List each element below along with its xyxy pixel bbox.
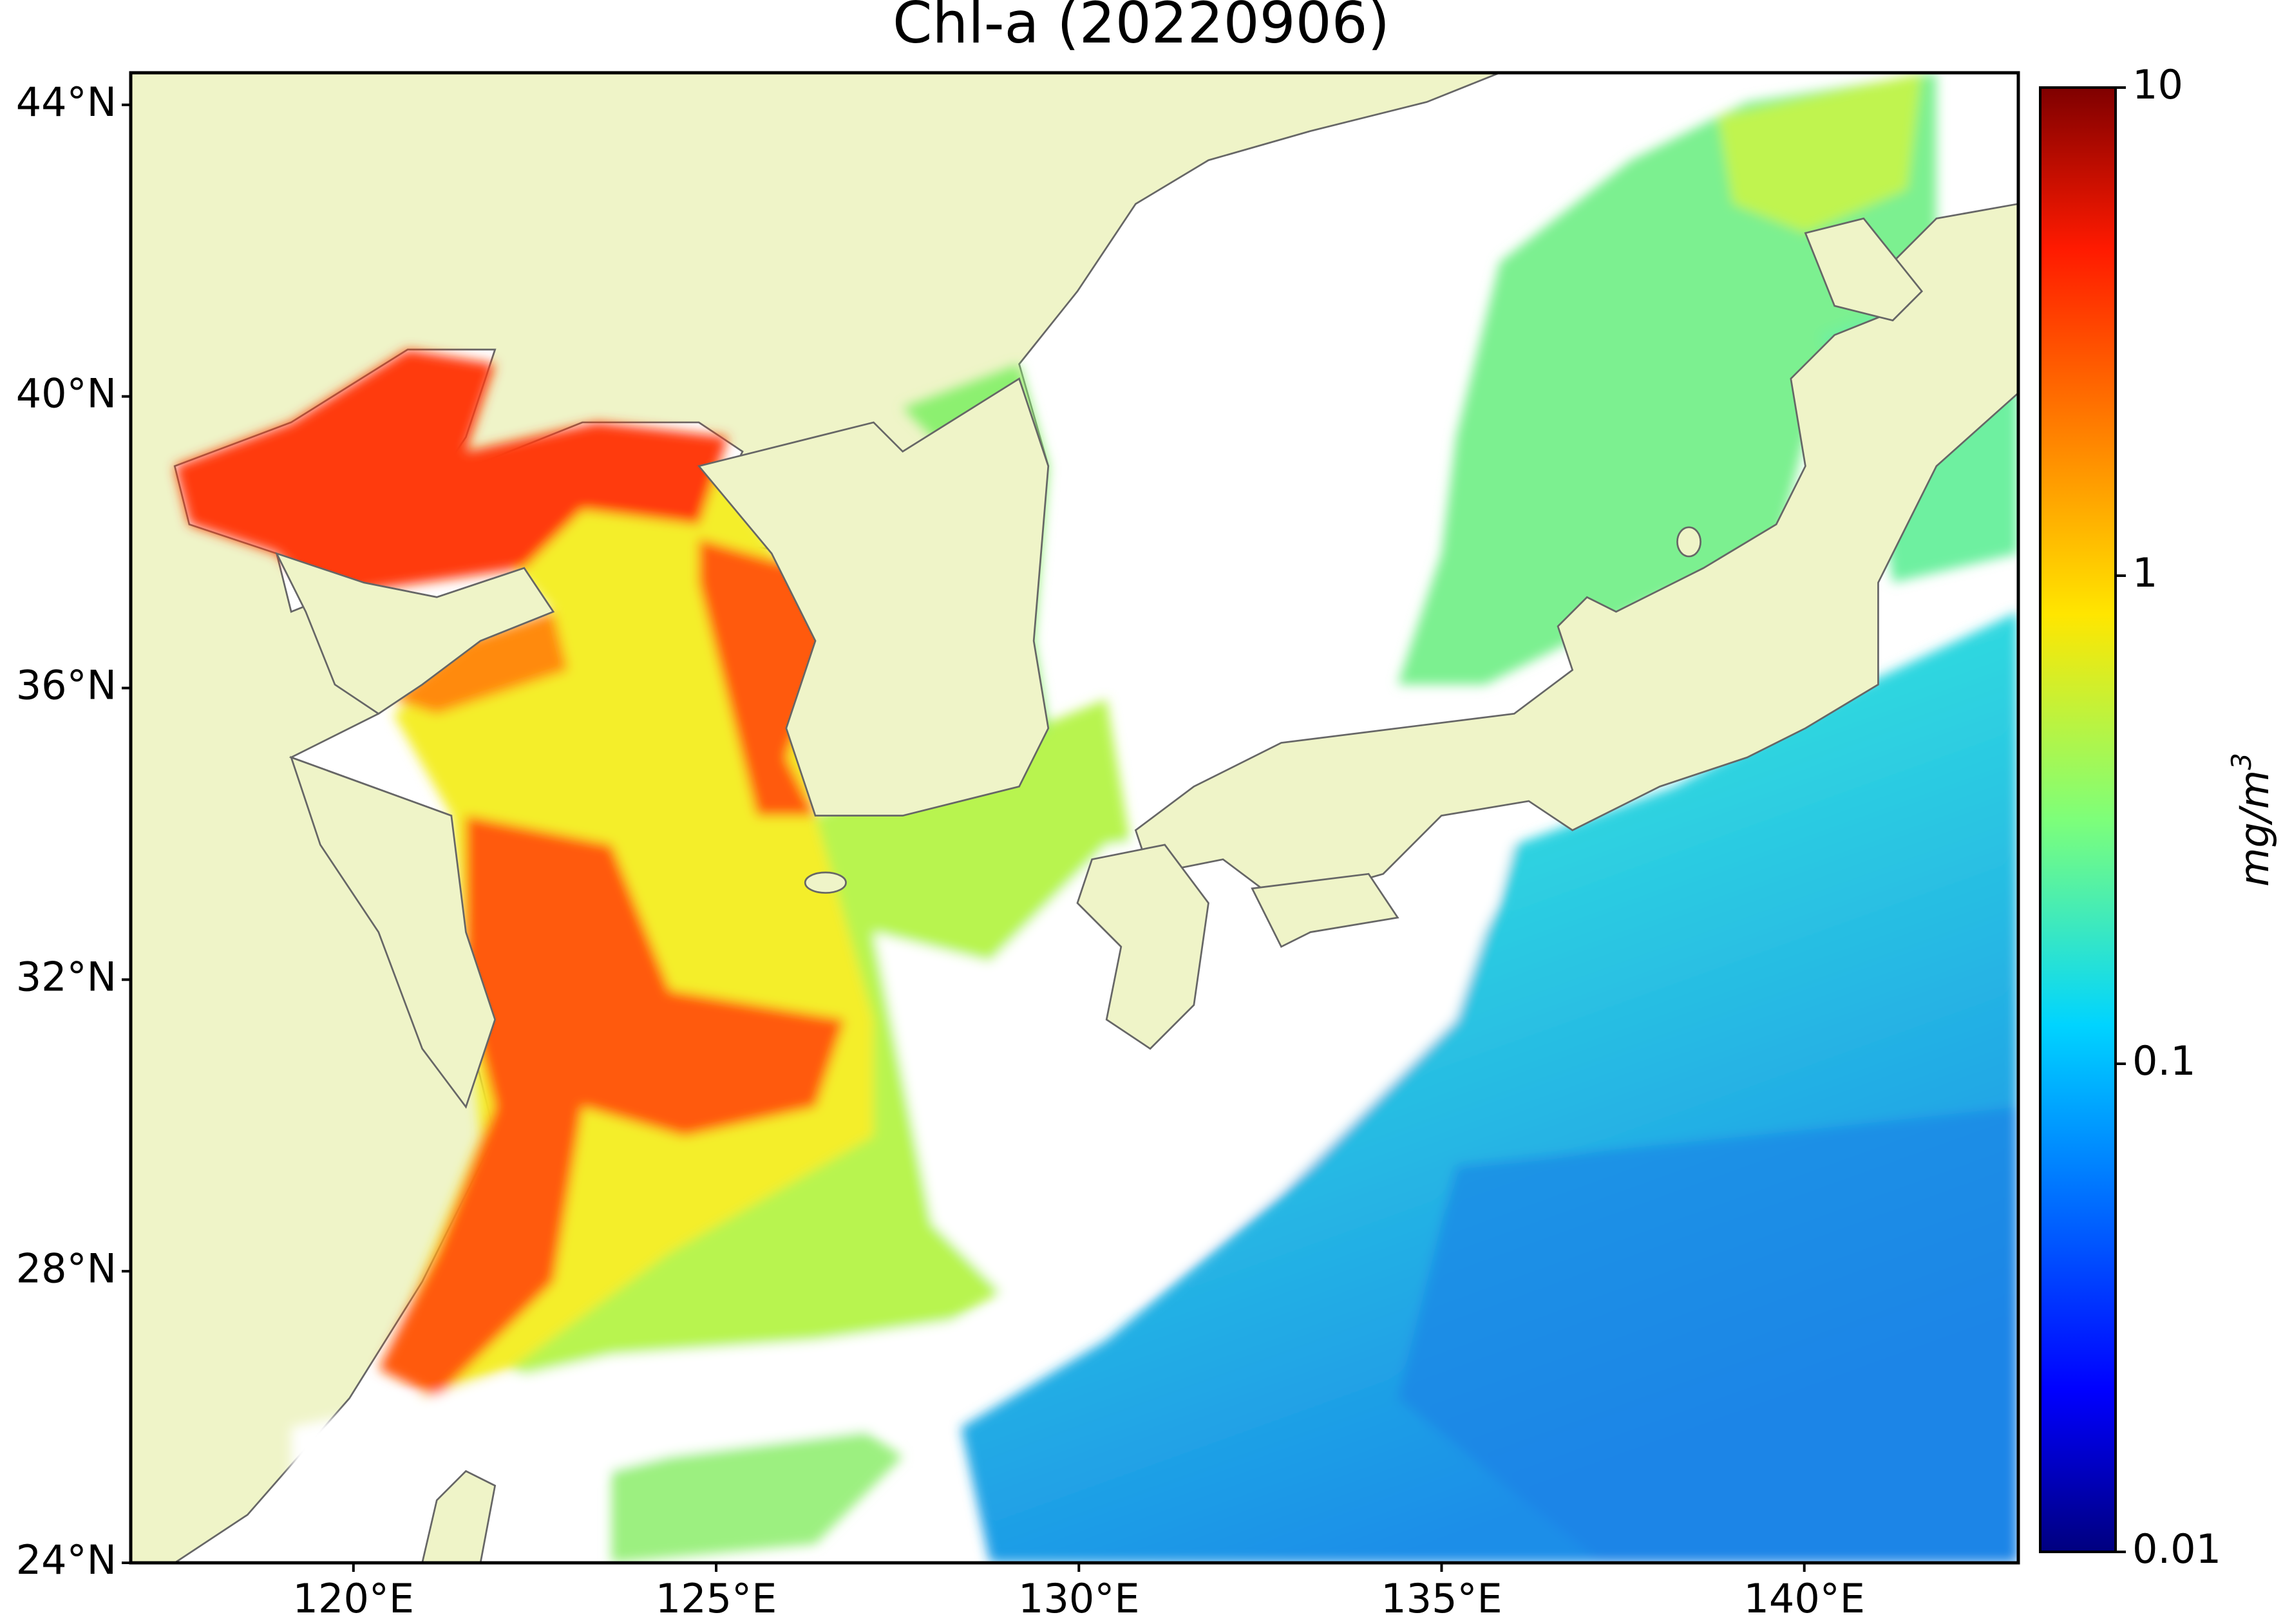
- x-tick-label: 130°E: [1018, 1575, 1140, 1622]
- y-tick-label: 32°N: [16, 953, 117, 1000]
- title: Chl-a (20220906): [893, 0, 1390, 56]
- colorbar-tick-label: 10: [2132, 61, 2183, 108]
- y-tick-label: 44°N: [16, 79, 117, 126]
- x-tick-label: 125°E: [656, 1575, 777, 1622]
- korea: [697, 377, 1050, 817]
- hokkaido-tip: [1804, 217, 1924, 322]
- sado: [1676, 526, 1701, 558]
- shandong: [274, 552, 555, 715]
- colorbar-tick-label: 0.01: [2132, 1525, 2221, 1572]
- colorbar: [2039, 86, 2117, 1553]
- y-tick-label: 40°N: [16, 370, 117, 417]
- kyushu: [1076, 844, 1209, 1050]
- colorbar-label-superscript: 3: [2226, 753, 2257, 770]
- y-tick-label: 28°N: [16, 1245, 117, 1292]
- x-tick-label: 135°E: [1381, 1575, 1502, 1622]
- colorbar-tick-label: 1: [2132, 549, 2157, 596]
- map-frame: [129, 71, 2020, 1565]
- x-tick-label: 140°E: [1743, 1575, 1865, 1622]
- yangtze-coast: [289, 755, 497, 1109]
- colorbar-label-text: mg/m: [2231, 770, 2278, 887]
- shikoku: [1251, 873, 1399, 949]
- colorbar-tick-label: 0.1: [2132, 1037, 2196, 1084]
- y-tick-label: 36°N: [16, 662, 117, 709]
- x-tick-label: 120°E: [293, 1575, 415, 1622]
- y-tick-label: 24°N: [16, 1536, 117, 1583]
- land: [274, 203, 2018, 1563]
- map: [131, 73, 2018, 1563]
- taiwan: [421, 1469, 497, 1563]
- colorbar-label: mg/m3: [2226, 753, 2278, 887]
- jeju: [804, 871, 847, 894]
- japan: [1134, 203, 2018, 904]
